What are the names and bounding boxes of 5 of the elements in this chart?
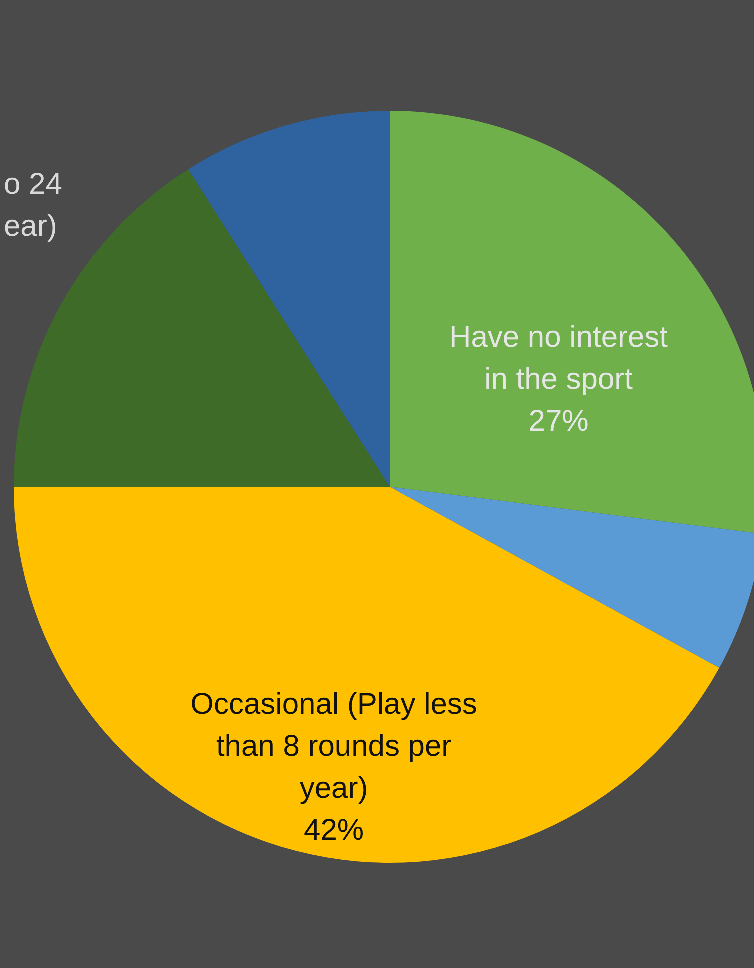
data-label: 42% [304,814,364,847]
slice-label: Have no interest in the sport [450,321,669,396]
text: o 24 ear) [4,168,62,243]
slice-label: Occasional (Play less than 8 rounds per year) [190,688,478,805]
data-label: 27% [528,405,589,438]
